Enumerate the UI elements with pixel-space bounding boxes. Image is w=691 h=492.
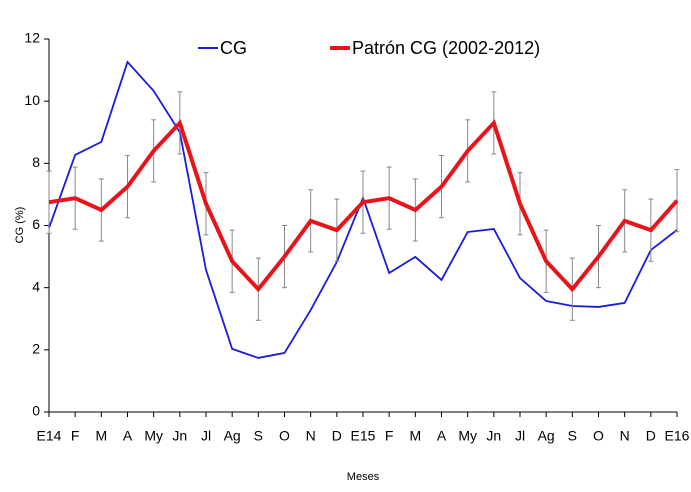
x-tick-label: O <box>593 428 604 444</box>
x-tick-label: Ag <box>224 428 241 444</box>
y-tick-label: 4 <box>32 278 40 294</box>
y-tick-label: 0 <box>32 403 40 419</box>
x-tick-label: S <box>568 428 577 444</box>
x-tick-label: E15 <box>351 428 376 444</box>
x-tick-label: E14 <box>37 428 62 444</box>
x-tick-label: F <box>71 428 80 444</box>
x-tick-label: N <box>306 428 316 444</box>
legend-label: Patrón CG (2002-2012) <box>352 38 540 58</box>
x-tick-label: My <box>144 428 163 444</box>
x-tick-label: E16 <box>665 428 690 444</box>
legend-label: CG <box>220 38 247 58</box>
series-line <box>48 119 679 293</box>
x-tick-label: O <box>279 428 290 444</box>
x-tick-label: M <box>409 428 421 444</box>
y-axis-label: CG (%) <box>14 207 26 244</box>
x-tick-label: M <box>95 428 107 444</box>
x-axis-label: Meses <box>347 471 380 483</box>
x-tick-label: My <box>458 428 477 444</box>
y-tick-label: 12 <box>24 30 40 46</box>
x-tick-label: N <box>620 428 630 444</box>
x-tick-label: Ag <box>538 428 555 444</box>
y-tick-label: 8 <box>32 154 40 170</box>
x-tick-label: Jl <box>515 428 525 444</box>
x-tick-label: D <box>332 428 342 444</box>
x-tick-label: S <box>254 428 263 444</box>
x-tick-label: A <box>437 428 447 444</box>
x-tick-label: Jn <box>172 428 187 444</box>
y-tick-label: 10 <box>24 92 40 108</box>
y-tick-label: 2 <box>32 341 40 357</box>
x-tick-label: A <box>123 428 133 444</box>
x-tick-label: F <box>385 428 394 444</box>
x-tick-label: Jl <box>201 428 211 444</box>
y-tick-label: 6 <box>32 216 40 232</box>
x-tick-label: Jn <box>486 428 501 444</box>
x-tick-label: D <box>646 428 656 444</box>
